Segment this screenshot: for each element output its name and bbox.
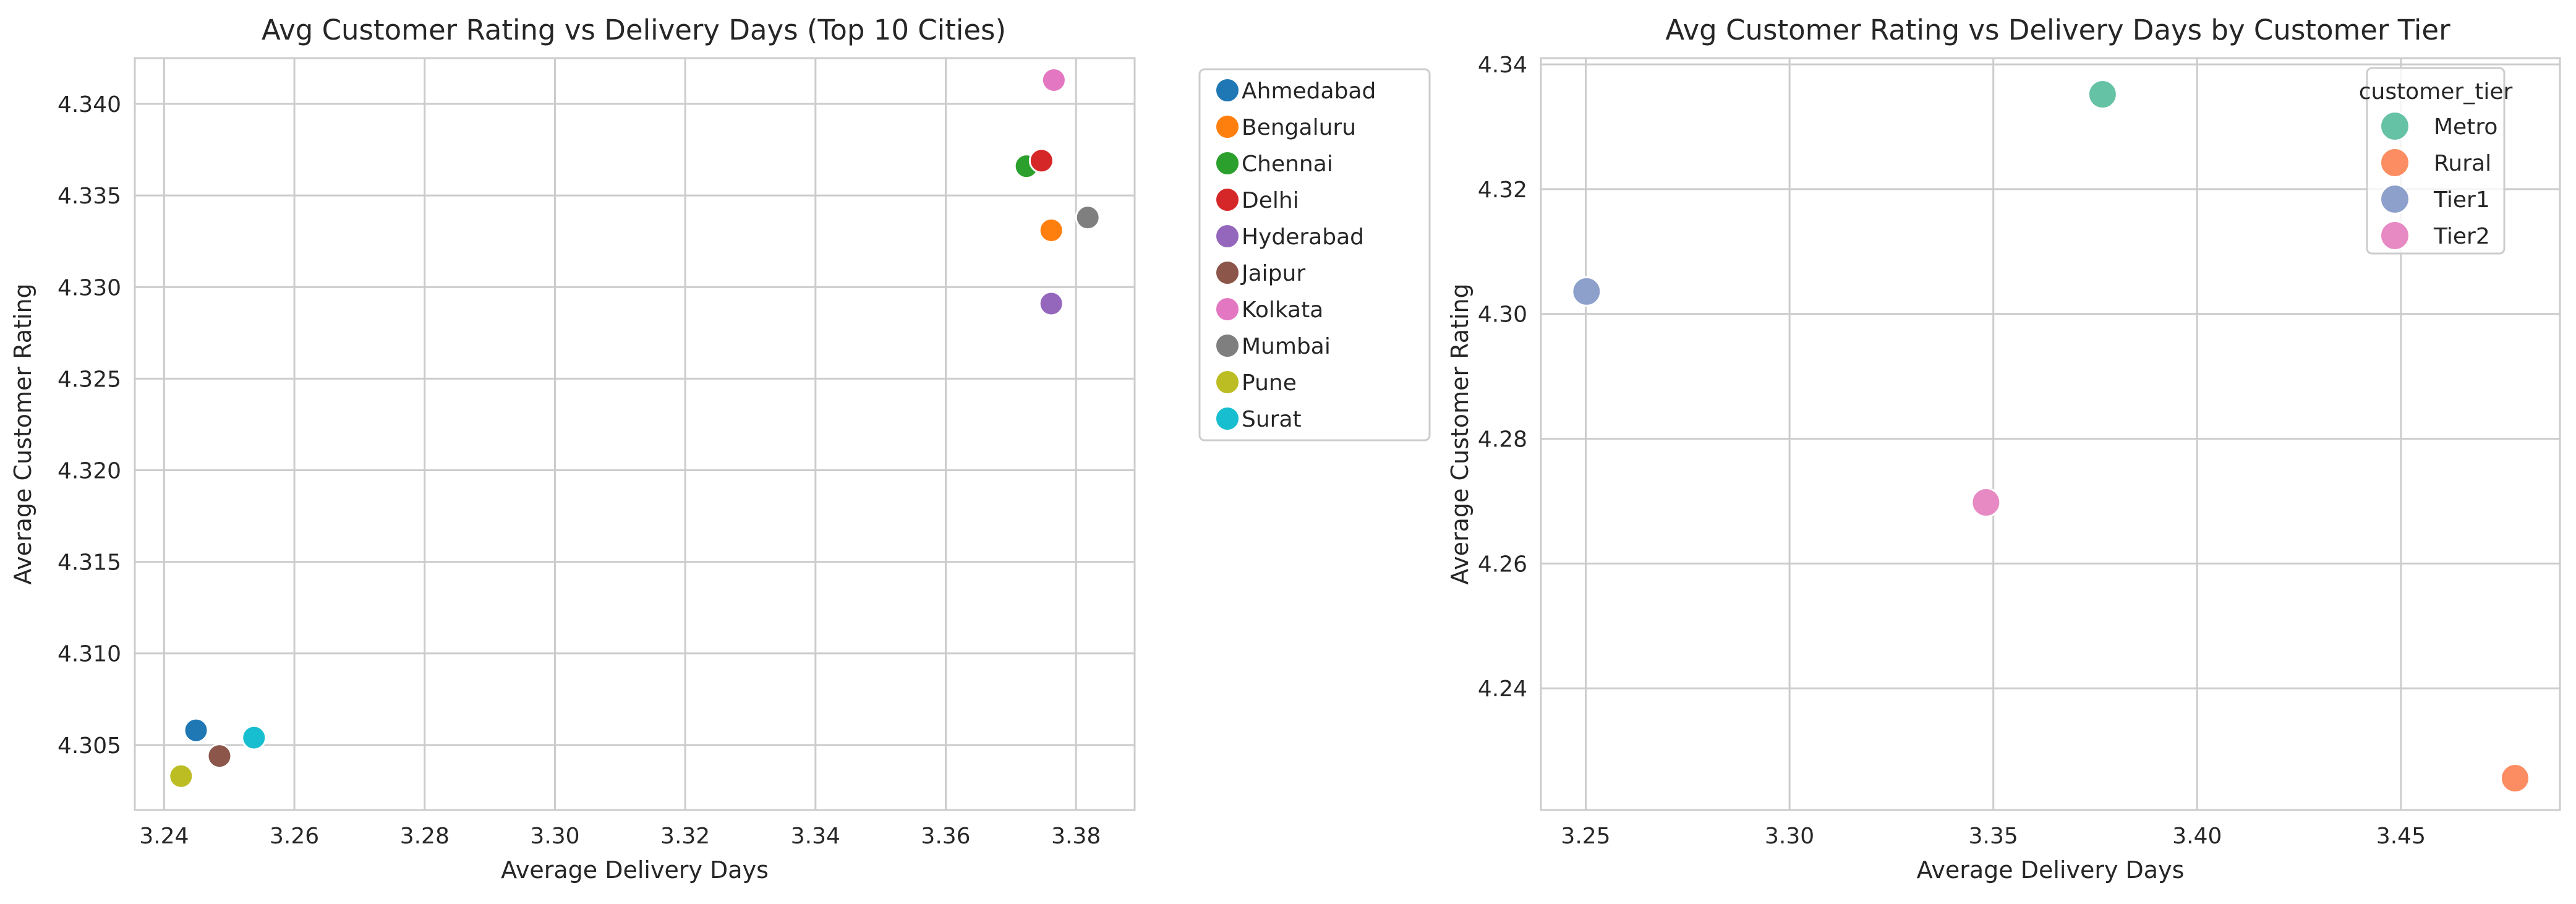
chart-2-title: Avg Customer Rating vs Delivery Days by …: [1665, 14, 2450, 46]
chart-1-point-surat: [241, 725, 267, 751]
chart-1-y-tick-label: 4.315: [58, 550, 121, 576]
chart-1-x-axis-label: Average Delivery Days: [501, 856, 769, 884]
chart-1-legend-label-mumbai: Mumbai: [1242, 334, 1331, 359]
chart-2-legend-marker-rural: [2380, 148, 2410, 177]
chart-1-grid: [135, 58, 1135, 810]
chart-1-plot-frame: [134, 57, 1136, 811]
chart-1-x-tick-label: 3.36: [921, 824, 970, 849]
chart-1-x-tick-label: 3.24: [139, 824, 189, 849]
chart-1-legend-frame: [1198, 68, 1431, 441]
chart-1-title: Avg Customer Rating vs Delivery Days (To…: [262, 14, 1006, 46]
chart-1-legend-marker-kolkata: [1215, 297, 1240, 322]
chart-1-legend-label-bengaluru: Bengaluru: [1242, 115, 1356, 140]
chart-1-legend-label-kolkata: Kolkata: [1242, 297, 1323, 323]
chart-1-point-delhi: [1028, 148, 1054, 174]
chart-2-legend-marker-tier1: [2380, 184, 2410, 214]
chart-1-y-tick-label: 4.310: [58, 642, 121, 667]
chart-1-x-tick-label: 3.26: [270, 824, 319, 849]
chart-1-x-tick-label: 3.28: [400, 824, 450, 849]
chart-1-legend-marker-surat: [1215, 406, 1240, 431]
chart-2-x-tick-label: 3.35: [1969, 824, 2018, 849]
chart-2-point-metro: [2087, 79, 2118, 110]
chart-2-y-tick-label: 4.34: [1478, 53, 1527, 78]
chart-1-x-tick-label: 3.38: [1051, 824, 1101, 849]
chart-2-y-axis-label: Average Customer Rating: [1446, 283, 1474, 584]
chart-1-legend-label-surat: Surat: [1242, 407, 1302, 432]
chart-2-plot-frame: [1540, 57, 2561, 811]
chart-2: 3.25 3.30 3.35 3.40 3.45 4.24 4.26 4.28 4.30 4.32…: [1446, 14, 2561, 884]
chart-1-legend-label-pune: Pune: [1242, 370, 1297, 396]
chart-2-legend-marker-metro: [2380, 111, 2410, 141]
chart-1-x-tick-label: 3.32: [660, 824, 710, 849]
chart-2-point-rural: [2499, 763, 2530, 794]
chart-2-legend-label-rural: Rural: [2434, 151, 2491, 176]
chart-1-legend-label-hyderabad: Hyderabad: [1242, 224, 1364, 250]
chart-2-point-tier1: [1571, 276, 1602, 307]
chart-2-legend-label-metro: Metro: [2434, 114, 2497, 140]
chart-1-point-pune: [168, 763, 194, 789]
chart-2-x-tick-label: 3.25: [1561, 824, 1610, 849]
chart-1-legend-label-jaipur: Jaipur: [1240, 261, 1305, 286]
chart-2-point-tier2: [1971, 487, 2002, 518]
chart-1-point-ahmedabad: [183, 717, 209, 743]
chart-2-legend: customer_tier Metro Rural Tier1 Tier2: [2359, 67, 2513, 255]
chart-1-y-tick-label: 4.330: [58, 275, 121, 301]
chart-2-legend-label-tier1: Tier1: [2433, 187, 2490, 213]
chart-1-y-tick-label: 4.325: [58, 367, 121, 392]
chart-1-legend-marker-hyderabad: [1215, 224, 1240, 249]
chart-2-x-axis-label: Average Delivery Days: [1917, 856, 2185, 884]
chart-1-y-tick-label: 4.340: [58, 92, 121, 117]
chart-2-y-tick-label: 4.30: [1478, 302, 1527, 328]
chart-1-y-tick-label: 4.305: [58, 733, 121, 759]
chart-1-legend-label-ahmedabad: Ahmedabad: [1242, 79, 1376, 104]
chart-1-legend-marker-jaipur: [1215, 260, 1240, 285]
chart-1-point-jaipur: [207, 743, 232, 769]
chart-1-point-hyderabad: [1038, 291, 1064, 317]
chart-1-legend-marker-mumbai: [1215, 333, 1240, 358]
chart-1-x-tick-label: 3.30: [530, 824, 579, 849]
chart-1-point-kolkata: [1041, 67, 1067, 93]
chart-2-legend-label-tier2: Tier2: [2433, 224, 2490, 249]
chart-2-y-tick-label: 4.28: [1478, 427, 1527, 453]
chart-2-y-tick-label: 4.26: [1478, 552, 1527, 577]
chart-2-y-tick-label: 4.24: [1478, 676, 1527, 702]
chart-1-legend-marker-pune: [1215, 370, 1240, 394]
chart-2-legend-marker-tier2: [2380, 221, 2410, 250]
chart-2-legend-title: customer_tier: [2359, 79, 2513, 104]
chart-1-point-mumbai: [1075, 205, 1101, 231]
chart-1-legend-marker-delhi: [1215, 187, 1240, 212]
chart-2-x-tick-label: 3.45: [2376, 824, 2426, 849]
chart-1-legend-marker-bengaluru: [1215, 114, 1240, 139]
chart-2-x-tick-label: 3.30: [1765, 824, 1814, 849]
chart-1-legend-label-delhi: Delhi: [1242, 188, 1299, 213]
chart-1-y-tick-label: 4.320: [58, 459, 121, 484]
chart-1-legend-marker-ahmedabad: [1215, 78, 1240, 103]
chart-1-point-bengaluru: [1038, 217, 1064, 243]
chart-2-y-tick-label: 4.32: [1478, 177, 1527, 203]
chart-2-x-tick-label: 3.40: [2172, 824, 2222, 849]
chart-1-legend: Ahmedabad Bengaluru Chennai Delhi Hyderabad J…: [1198, 68, 1431, 441]
chart-1-legend-marker-chennai: [1215, 151, 1240, 176]
chart-1: 3.24 3.26 3.28 3.30 3.32 3.34 3.36 3.38 4.305 4.3…: [9, 14, 1431, 884]
chart-1-y-tick-label: 4.335: [58, 184, 121, 209]
chart-1-y-axis-label: Average Customer Rating: [9, 283, 36, 584]
chart-1-legend-label-chennai: Chennai: [1242, 151, 1333, 177]
chart-1-x-tick-label: 3.34: [791, 824, 840, 849]
